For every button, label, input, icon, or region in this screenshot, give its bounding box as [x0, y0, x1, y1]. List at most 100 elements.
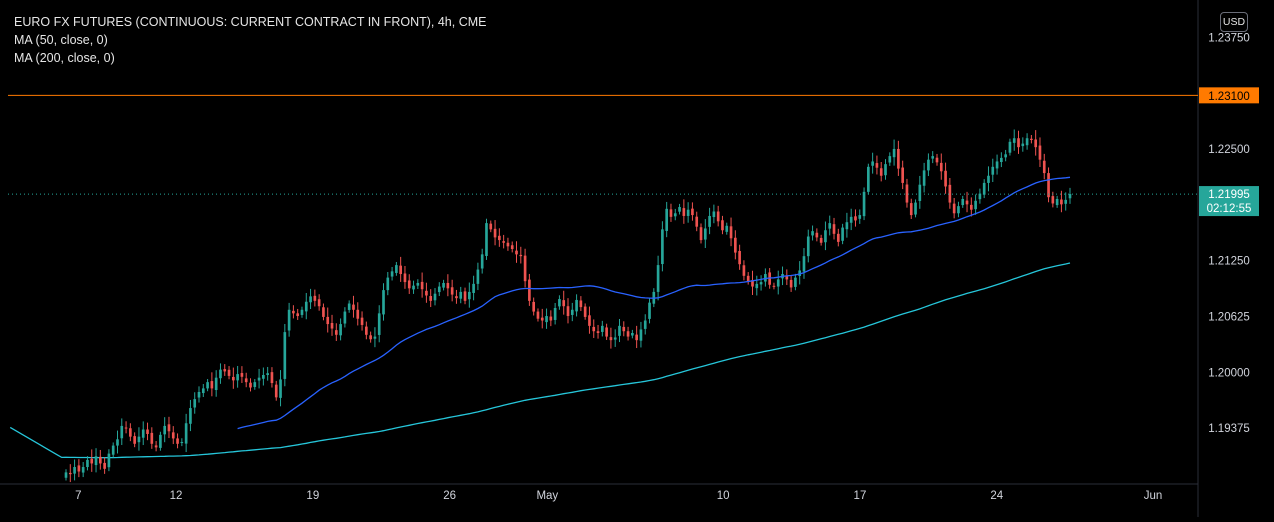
- candle-body: [279, 379, 282, 398]
- candle-body: [133, 436, 136, 444]
- candle-body: [262, 374, 265, 379]
- candle-body: [884, 164, 887, 176]
- candle-body: [558, 299, 561, 307]
- candle-body: [957, 206, 960, 214]
- candle-body: [510, 245, 514, 250]
- candle-body: [433, 293, 437, 301]
- candle-body: [806, 236, 810, 257]
- candle-body: [952, 203, 956, 214]
- candle-body: [322, 307, 325, 317]
- candle-body: [862, 191, 866, 217]
- candle-body: [266, 373, 269, 375]
- candle-body: [365, 326, 368, 335]
- candle-body: [849, 216, 853, 223]
- candle-body: [459, 291, 463, 299]
- candle-body: [1004, 154, 1007, 158]
- x-tick-label: 10: [717, 490, 730, 502]
- candle-body: [828, 223, 832, 229]
- y-tick-label: 1.22500: [1208, 144, 1250, 156]
- candle-body: [643, 320, 647, 329]
- candle-body: [532, 301, 536, 312]
- symbol-title[interactable]: EURO FX FUTURES (CONTINUOUS: CURRENT CON…: [14, 15, 487, 29]
- candle-body: [789, 279, 793, 288]
- candle-body: [888, 156, 892, 163]
- candle-body: [498, 235, 501, 241]
- ma200-layer: [9, 262, 1071, 459]
- candle-body: [656, 265, 660, 292]
- candle-body: [682, 208, 686, 216]
- candle-body: [815, 232, 819, 238]
- x-tick-label: 12: [170, 490, 183, 502]
- candle-body: [236, 374, 239, 381]
- candle-body: [77, 465, 81, 472]
- candle-body: [553, 307, 557, 320]
- ma200-legend[interactable]: MA (200, close, 0): [14, 51, 115, 65]
- candle-body: [347, 303, 351, 310]
- candle-body: [356, 309, 360, 319]
- candle-body: [223, 369, 227, 372]
- candle-body: [729, 226, 733, 239]
- candle-body: [819, 237, 823, 243]
- currency-button[interactable]: USD: [1220, 12, 1248, 32]
- ma50-legend[interactable]: MA (50, close, 0): [14, 33, 108, 47]
- candle-body: [1030, 138, 1033, 141]
- time-axis[interactable]: 7 12 19 26 May 10 17 24 Jun: [75, 490, 1162, 502]
- candle-body: [184, 423, 188, 444]
- candle-body: [721, 220, 724, 231]
- candle-body: [274, 384, 278, 398]
- candle-body: [116, 439, 119, 446]
- candle-body: [772, 285, 776, 287]
- candle-body: [897, 148, 900, 169]
- candle-body: [635, 334, 638, 341]
- candle-body: [429, 296, 433, 301]
- candle-body: [759, 282, 763, 285]
- candle-body: [566, 306, 570, 317]
- candle-body: [785, 275, 789, 280]
- x-tick-label: 19: [306, 490, 319, 502]
- candle-body: [583, 306, 587, 317]
- candle-body: [965, 200, 969, 205]
- candle-body: [605, 327, 608, 337]
- candle-body: [802, 256, 806, 272]
- candle-body: [107, 453, 111, 468]
- candle-body: [1008, 141, 1012, 153]
- candle-body: [137, 436, 141, 443]
- ma50-layer: [237, 176, 1071, 430]
- ma200-line: [9, 262, 1071, 459]
- candle-body: [437, 286, 441, 293]
- candle-body: [1060, 199, 1063, 205]
- candle-body: [991, 166, 995, 175]
- candle-body: [841, 227, 844, 241]
- candle-body: [871, 161, 874, 166]
- candle-body: [725, 225, 729, 232]
- candle-body: [755, 283, 759, 289]
- candle-body: [867, 166, 870, 192]
- candle-body: [360, 317, 364, 325]
- price-axis[interactable]: 1.23100 1.21995 02:12:55 1.23750 1.22500 1.21…: [1199, 32, 1259, 435]
- candle-body: [395, 265, 398, 273]
- candle-body: [901, 167, 904, 183]
- candle-body: [502, 241, 505, 243]
- candle-body: [171, 432, 175, 439]
- candle-body: [257, 377, 261, 381]
- candle-body: [159, 434, 162, 448]
- candle-body: [875, 163, 879, 168]
- candle-body: [1038, 145, 1042, 160]
- candle-body: [631, 333, 634, 336]
- candle-body: [961, 198, 965, 206]
- candle-body: [446, 282, 450, 289]
- candle-body: [836, 233, 840, 242]
- candle-body: [588, 315, 591, 326]
- candle-body: [467, 291, 471, 300]
- bar-countdown-label: 02:12:55: [1207, 203, 1252, 215]
- candle-body: [948, 184, 952, 203]
- candle-body: [94, 456, 98, 466]
- candle-body: [219, 369, 222, 379]
- candle-body: [386, 277, 390, 291]
- candle-body: [64, 472, 68, 478]
- candle-body: [734, 237, 737, 253]
- candle-body: [751, 280, 754, 287]
- candle-body: [369, 335, 372, 340]
